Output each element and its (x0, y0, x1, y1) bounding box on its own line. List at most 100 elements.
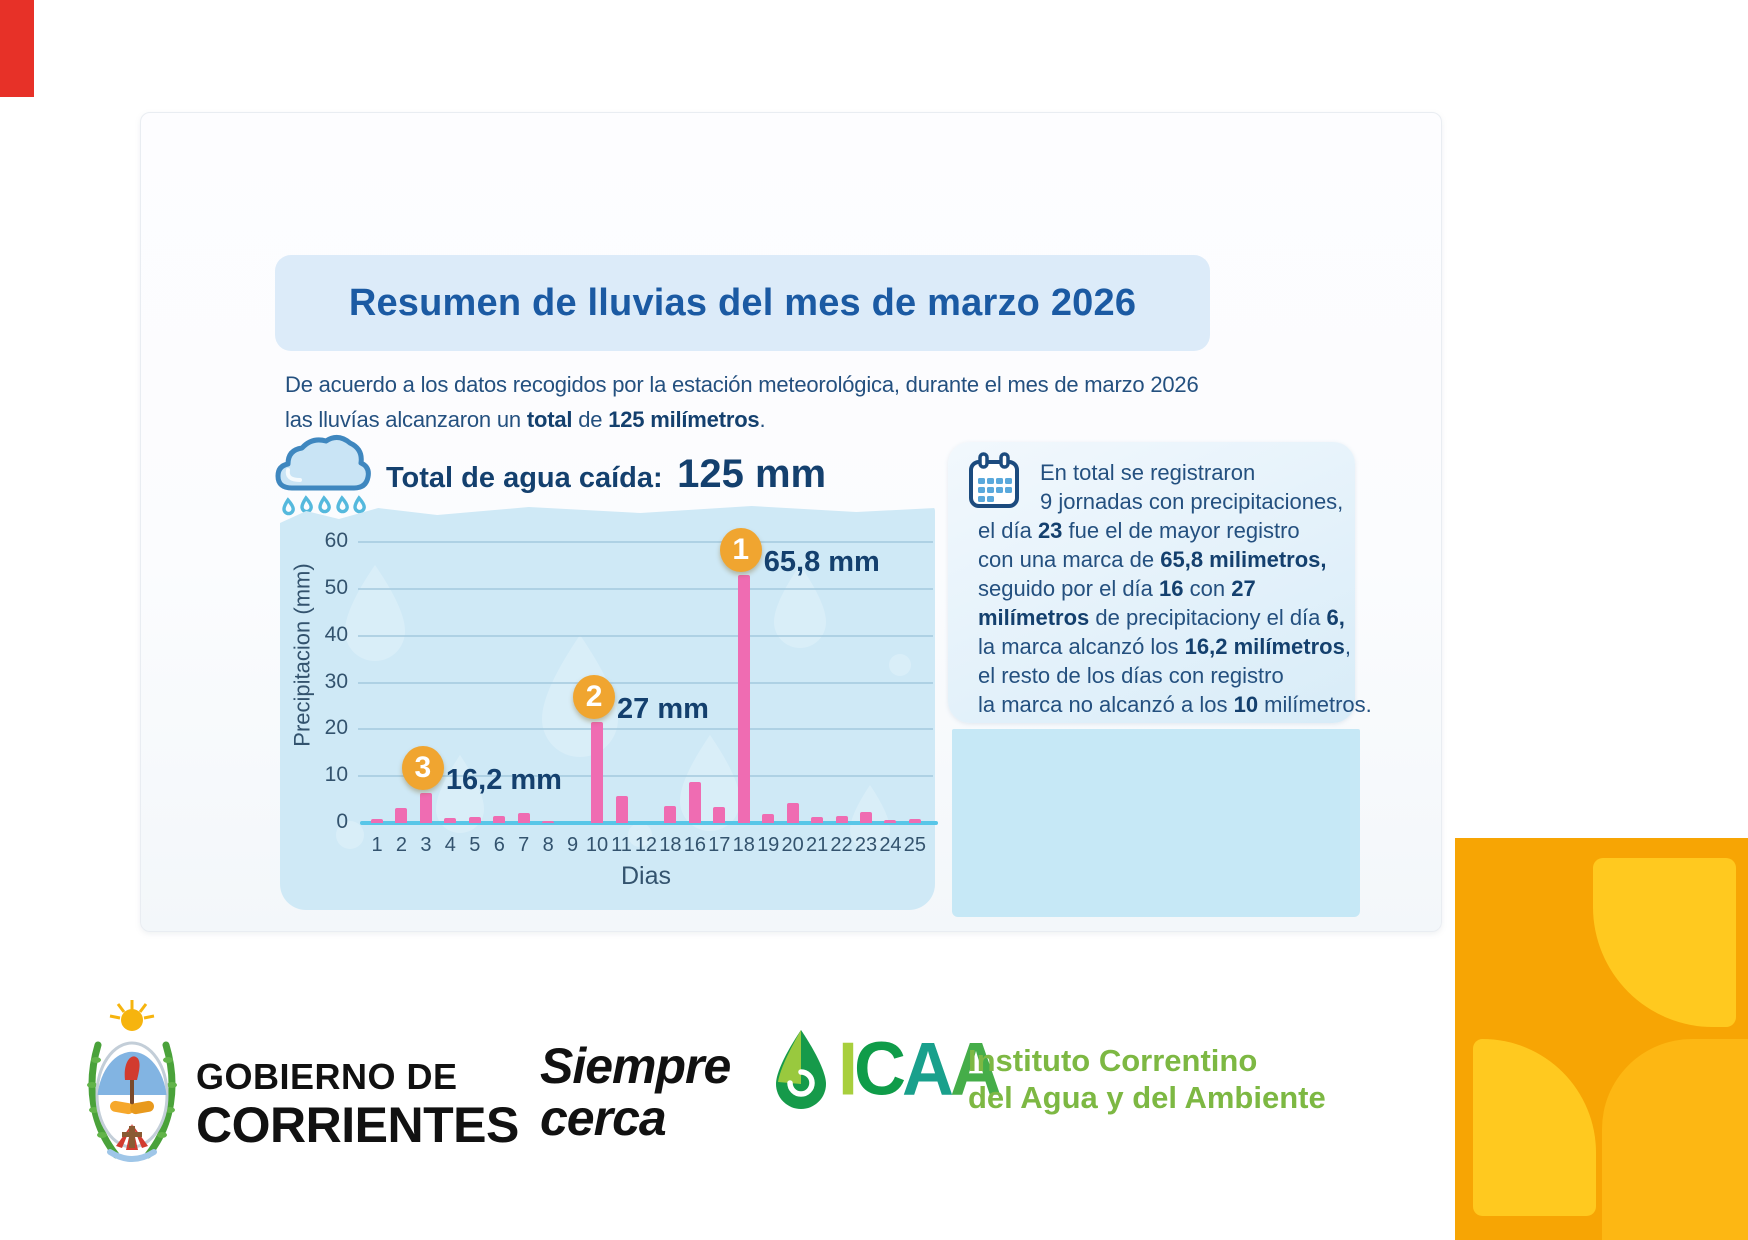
bar-day-5 (468, 817, 481, 823)
bar-day-2 (395, 808, 408, 823)
summary-line-4: con una marca de 65,8 milimetros, (978, 547, 1327, 572)
title-banner (275, 255, 1210, 351)
x-tick-1: 2 (395, 834, 407, 856)
bar-day-3 (419, 793, 432, 823)
calendar-icon (969, 452, 1019, 508)
empty-blue-rectangle (952, 729, 1360, 917)
icaa-letter-A: A (950, 1027, 1002, 1112)
x-tick-11: 12 (634, 834, 658, 856)
gridline-20 (358, 728, 933, 731)
x-tick-3: 4 (444, 834, 456, 856)
bar-day-16 (688, 781, 701, 823)
x-tick-5: 6 (493, 834, 505, 856)
intro-paragraph-line-1: De acuerdo a los datos recogidos por la … (285, 372, 1199, 397)
bar-day-19 (762, 813, 775, 823)
x-tick-9: 10 (585, 834, 609, 856)
bar-day-6 (493, 815, 506, 823)
brand-petal-bottom-left (1472, 1039, 1596, 1216)
intro-paragraph-line-2: las lluvías alcanzaron un total de 125 m… (285, 407, 766, 432)
gridline-30 (358, 681, 933, 684)
summary-line-5: seguido por el día 16 con 27 (978, 576, 1256, 601)
bar-day-21 (811, 817, 824, 823)
icaa-name-line-1: Instituto Correntino (968, 1043, 1258, 1078)
bar-day-22 (835, 816, 848, 823)
bar-day-20 (786, 803, 799, 823)
brand-petal-bottom-right (1601, 1039, 1748, 1240)
y-tick-50: 50 (324, 575, 348, 599)
rank-badge-3: 3 (401, 746, 444, 791)
bar-day-1 (371, 819, 383, 823)
brand-orange-block (1455, 838, 1748, 1240)
bar-day-7 (517, 812, 530, 823)
bar-day-18 (664, 805, 677, 823)
x-tick-0: 1 (371, 834, 383, 856)
page-title: Resumen de lluvias del mes de marzo 2026 (348, 282, 1137, 324)
x-tick-8: 9 (567, 834, 579, 856)
x-tick-16: 19 (757, 834, 780, 856)
summary-line-8: el resto de los días con registro (978, 663, 1284, 688)
x-axis-baseline (360, 821, 938, 825)
corrientes-crest (87, 1000, 177, 1162)
x-tick-13: 16 (683, 834, 706, 856)
icaa-name: Instituto Correntino del Agua y del Ambi… (968, 1042, 1326, 1116)
y-tick-60: 60 (324, 529, 348, 553)
total-headline-label: Total de agua caída: (386, 462, 663, 494)
y-tick-0: 0 (336, 810, 348, 833)
bar-day-11 (615, 795, 628, 823)
y-tick-30: 30 (324, 669, 348, 693)
icaa-droplet-icon (776, 1030, 826, 1109)
rank-label-3: 16,2 mm (445, 764, 562, 797)
x-tick-4: 5 (469, 834, 481, 856)
rank-label-2: 27 mm (617, 693, 709, 726)
bar-day-18 (737, 574, 750, 823)
red-corner-decoration (0, 0, 34, 97)
gridline-50 (358, 587, 933, 590)
gridline-60 (358, 541, 933, 544)
total-headline: Total de agua caída: 125 mm (386, 452, 946, 504)
x-tick-10: 11 (611, 834, 632, 856)
summary-line-7: la marca alcanzó los 16,2 milímetros, (978, 634, 1351, 659)
bar-day-4 (444, 818, 457, 823)
summary-line-3: el día 23 fue el de mayor registro (978, 518, 1300, 543)
x-tick-6: 7 (518, 834, 530, 856)
summary-line-1: En total se registraron (1040, 460, 1256, 485)
summary-line-2: 9 jornadas con precipitaciones, (1040, 489, 1344, 514)
x-tick-7: 8 (542, 834, 554, 856)
x-tick-21: 24 (879, 834, 902, 856)
x-tick-20: 23 (854, 834, 878, 856)
summary-line-9: la marca no alcanzó a los 10 milímetros. (978, 692, 1372, 717)
bar-day-17 (713, 806, 726, 823)
icaa-letter-C: C (854, 1027, 906, 1112)
x-tick-12: 18 (659, 834, 682, 856)
bar-day-8 (542, 820, 555, 823)
slogan-line-2: cerca (540, 1090, 667, 1146)
summary-text: En total se registraron 9 jornadas con pr… (978, 458, 1372, 719)
gridline-40 (358, 634, 933, 637)
icaa-name-line-2: del Agua y del Ambiente (968, 1080, 1326, 1115)
y-tick-10: 10 (324, 763, 348, 787)
icaa-wordmark: ICAA (838, 1026, 1002, 1112)
bar-day-24 (884, 819, 897, 823)
y-tick-40: 40 (324, 622, 348, 646)
government-logo-line-2: CORRIENTES (196, 1097, 519, 1153)
rank-badge-2: 2 (573, 675, 616, 720)
x-tick-15: 18 (732, 834, 755, 856)
slogan-logo: Siempre cerca (540, 1040, 731, 1146)
bar-day-10 (591, 722, 604, 823)
x-tick-2: 3 (420, 834, 432, 856)
icaa-letter-A: A (902, 1027, 954, 1112)
rank-label-1: 65,8 mm (763, 545, 880, 578)
government-logo-line-1: GOBIERNO DE (196, 1056, 458, 1097)
x-tick-19: 22 (830, 834, 853, 856)
x-tick-17: 20 (781, 834, 804, 856)
y-tick-20: 20 (324, 716, 348, 740)
x-tick-14: 17 (708, 834, 731, 856)
summary-line-6: milímetros de precipitaciony el día 6, (978, 605, 1345, 630)
bar-day-23 (860, 811, 872, 823)
x-tick-22: 25 (903, 834, 927, 856)
x-tick-18: 21 (805, 834, 829, 856)
rank-badge-1: 1 (719, 527, 762, 572)
brand-petal-top-right (1592, 858, 1737, 1027)
total-headline-value: 125 mm (677, 452, 827, 496)
